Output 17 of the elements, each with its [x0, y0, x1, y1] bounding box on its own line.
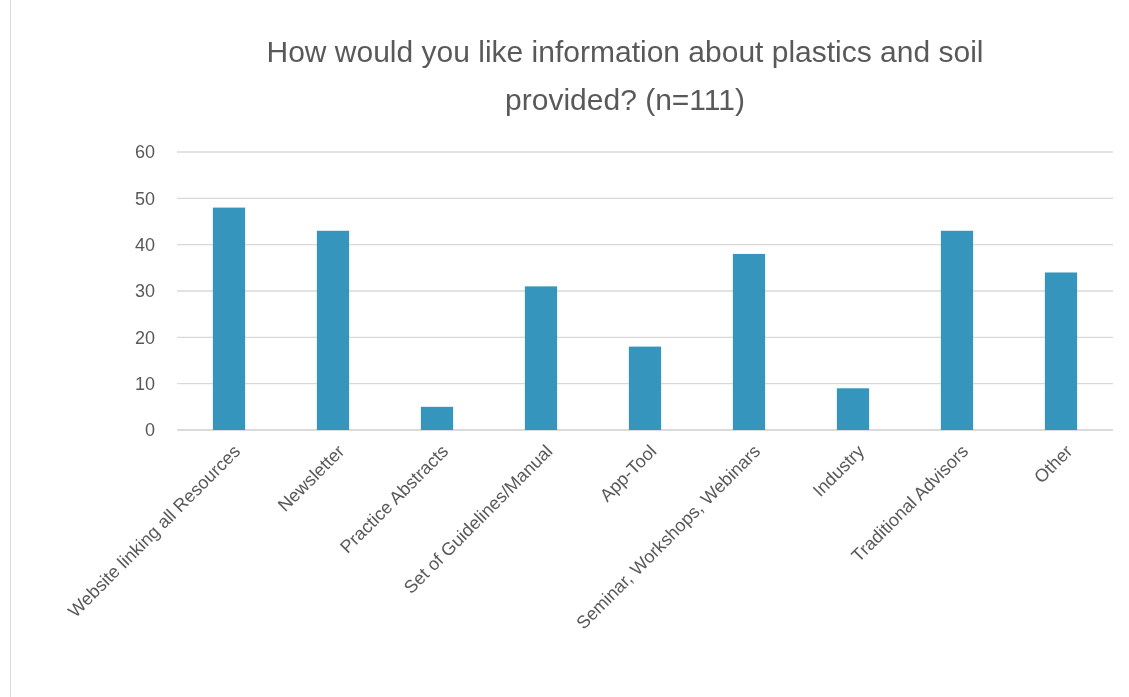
y-tick-label: 30: [134, 281, 155, 302]
y-tick-label: 50: [134, 188, 155, 209]
bar: [1044, 272, 1078, 430]
bar: [420, 406, 454, 430]
y-tick-label: 10: [134, 373, 155, 394]
bar: [628, 346, 662, 430]
bar: [212, 207, 246, 430]
bar: [940, 230, 974, 430]
y-tick-label: 60: [134, 142, 155, 163]
y-tick-label: 40: [134, 234, 155, 255]
chart-title: How would you like information about plastics and soil provided? (n=111): [266, 35, 984, 116]
bar: [316, 230, 350, 430]
y-tick-label: 20: [134, 327, 155, 348]
bar: [524, 286, 558, 430]
y-tick-label: 0: [144, 420, 155, 441]
bar: [732, 253, 766, 430]
bar: [836, 388, 870, 430]
